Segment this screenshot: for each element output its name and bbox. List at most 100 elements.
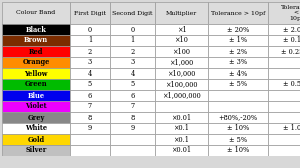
Text: 8: 8 — [88, 114, 92, 121]
Text: ± 0.1pF: ± 0.1pF — [283, 36, 300, 45]
Bar — [110, 24, 155, 35]
Text: ± 1%: ± 1% — [229, 36, 247, 45]
Bar — [208, 46, 268, 57]
Text: ×1: ×1 — [177, 26, 186, 33]
Bar — [110, 2, 155, 24]
Bar — [155, 24, 208, 35]
Bar — [70, 145, 110, 156]
Text: Second Digit: Second Digit — [112, 10, 153, 15]
Bar — [110, 134, 155, 145]
Text: Violet: Violet — [25, 102, 47, 111]
Bar — [155, 145, 208, 156]
Bar — [208, 35, 268, 46]
Bar — [208, 68, 268, 79]
Bar — [70, 134, 110, 145]
Text: ×0.1: ×0.1 — [173, 124, 190, 133]
Text: ± 0.5pF: ± 0.5pF — [283, 80, 300, 89]
Bar — [70, 35, 110, 46]
Text: ± 2.0pF: ± 2.0pF — [283, 26, 300, 33]
Text: 2: 2 — [130, 48, 135, 55]
Bar — [2, 35, 70, 46]
Text: 3: 3 — [130, 58, 135, 67]
Bar — [70, 90, 110, 101]
Bar — [2, 101, 70, 112]
Text: Tolerance < 10pf: Tolerance < 10pf — [281, 5, 300, 21]
Bar — [2, 134, 70, 145]
Bar — [155, 90, 208, 101]
Text: ± 5%: ± 5% — [229, 80, 247, 89]
Bar — [208, 2, 268, 24]
Text: ×1,000,000: ×1,000,000 — [162, 92, 201, 99]
Text: ± 10%: ± 10% — [227, 124, 249, 133]
Text: First Digit: First Digit — [74, 10, 106, 15]
Bar — [268, 24, 300, 35]
Bar — [155, 101, 208, 112]
Text: 9: 9 — [88, 124, 92, 133]
Bar — [2, 145, 70, 156]
Text: Red: Red — [29, 48, 43, 55]
Text: ×1,000: ×1,000 — [169, 58, 194, 67]
Bar — [110, 145, 155, 156]
Text: ×100: ×100 — [172, 48, 190, 55]
Text: ± 3%: ± 3% — [229, 58, 247, 67]
Text: Yellow: Yellow — [24, 70, 48, 77]
Bar — [110, 123, 155, 134]
Bar — [110, 101, 155, 112]
Bar — [70, 112, 110, 123]
Bar — [208, 145, 268, 156]
Text: 1: 1 — [88, 36, 92, 45]
Text: ×10: ×10 — [175, 36, 188, 45]
Bar — [268, 123, 300, 134]
Bar — [208, 90, 268, 101]
Text: Silver: Silver — [25, 146, 47, 155]
Bar — [268, 2, 300, 24]
Bar — [0, 156, 300, 168]
Text: ×0.1: ×0.1 — [173, 136, 190, 143]
Text: 6: 6 — [130, 92, 135, 99]
Text: Orange: Orange — [22, 58, 50, 67]
Bar — [155, 123, 208, 134]
Text: Gold: Gold — [27, 136, 45, 143]
Bar — [2, 112, 70, 123]
Text: White: White — [25, 124, 47, 133]
Bar — [155, 46, 208, 57]
Bar — [110, 57, 155, 68]
Text: Grey: Grey — [27, 114, 45, 121]
Bar — [70, 101, 110, 112]
Bar — [110, 79, 155, 90]
Bar — [268, 112, 300, 123]
Text: 7: 7 — [88, 102, 92, 111]
Text: ×10,000: ×10,000 — [167, 70, 196, 77]
Bar — [268, 90, 300, 101]
Bar — [155, 2, 208, 24]
Bar — [2, 123, 70, 134]
Text: Blue: Blue — [27, 92, 45, 99]
Text: ×0.01: ×0.01 — [171, 146, 192, 155]
Bar — [155, 57, 208, 68]
Bar — [2, 57, 70, 68]
Bar — [2, 46, 70, 57]
Bar — [268, 35, 300, 46]
Text: Black: Black — [26, 26, 46, 33]
Bar — [70, 57, 110, 68]
Bar — [2, 79, 70, 90]
Bar — [268, 46, 300, 57]
Text: 1: 1 — [130, 36, 135, 45]
Text: ×100,000: ×100,000 — [165, 80, 198, 89]
Bar — [70, 68, 110, 79]
Bar — [208, 101, 268, 112]
Text: Brown: Brown — [24, 36, 48, 45]
Text: ×0.01: ×0.01 — [171, 114, 192, 121]
Text: 8: 8 — [130, 114, 135, 121]
Bar — [2, 68, 70, 79]
Bar — [70, 46, 110, 57]
Text: ± 5%: ± 5% — [229, 136, 247, 143]
Bar — [110, 35, 155, 46]
Bar — [208, 123, 268, 134]
Text: 4: 4 — [88, 70, 92, 77]
Bar — [70, 2, 110, 24]
Bar — [110, 46, 155, 57]
Text: ± 1.0pF: ± 1.0pF — [283, 124, 300, 133]
Text: Colour Band: Colour Band — [16, 10, 56, 15]
Bar — [208, 134, 268, 145]
